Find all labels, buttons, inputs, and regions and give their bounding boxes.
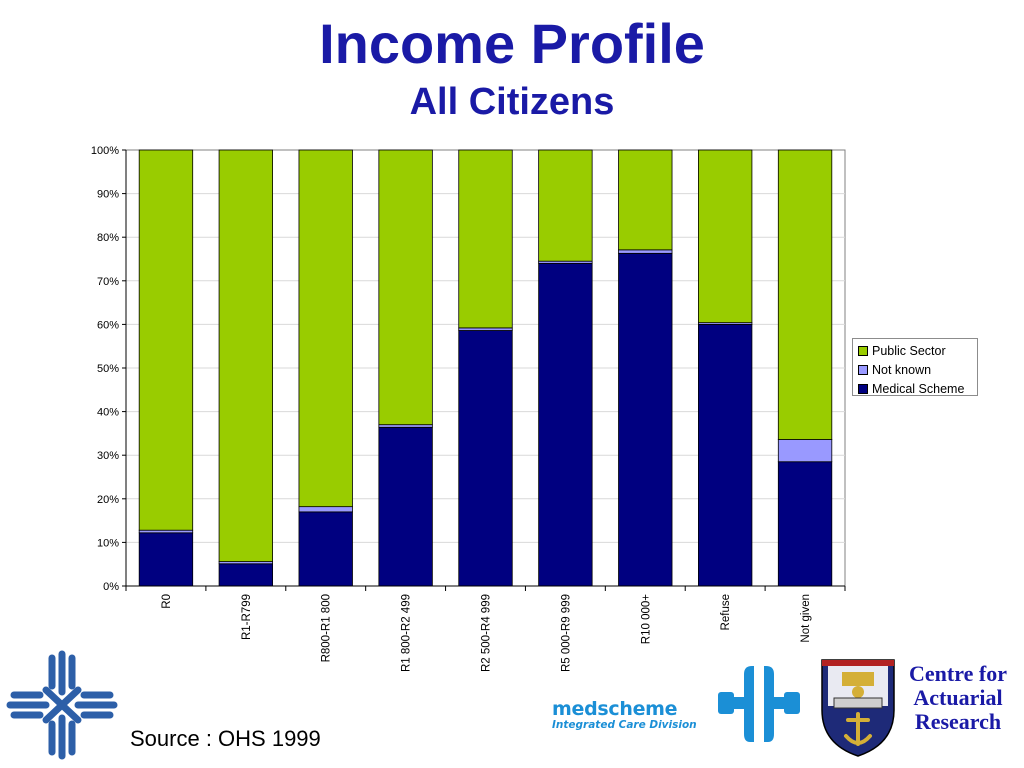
bar-public-sector-r1-r799 xyxy=(218,149,273,562)
y-tick-label: 10% xyxy=(97,537,119,549)
bar-not-known-r800-r1-800 xyxy=(298,506,353,513)
car-logo-text: Centre for Actuarial Research xyxy=(896,662,1020,734)
x-tick-label: R1 800-R2 499 xyxy=(401,594,413,672)
car-line-1: Centre for xyxy=(909,661,1007,686)
chart-legend: Public Sector Not known Medical Scheme xyxy=(852,338,978,396)
legend-item-medical-scheme: Medical Scheme xyxy=(858,379,977,398)
y-tick-label: 80% xyxy=(97,232,119,244)
medscheme-logo-icon: medscheme Integrated Care Division xyxy=(552,698,697,731)
y-tick-label: 30% xyxy=(97,450,119,462)
x-tick-label: R0 xyxy=(161,594,173,609)
bar-medical-scheme-not-given xyxy=(777,461,833,587)
bar-public-sector-r1-800-r2-499 xyxy=(378,149,433,426)
bar-public-sector-r0 xyxy=(138,149,194,531)
y-tick-label: 100% xyxy=(91,145,119,157)
medscheme-division: Integrated Care Division xyxy=(552,719,697,731)
page-subtitle: All Citizens xyxy=(409,81,615,123)
y-tick-label: 60% xyxy=(97,319,119,331)
legend-label-public-sector: Public Sector xyxy=(872,343,946,358)
x-tick-label: R10 000+ xyxy=(640,594,652,644)
university-crest-icon xyxy=(821,659,895,757)
y-tick-label: 20% xyxy=(97,494,119,506)
y-tick-label: 50% xyxy=(97,363,119,375)
x-tick-label: R800-R1 800 xyxy=(321,594,333,662)
x-tick-label: R5 000-R9 999 xyxy=(560,594,572,672)
legend-item-not-known: Not known xyxy=(858,360,977,379)
bar-medical-scheme-r5-000-r9-999 xyxy=(538,262,593,587)
legend-label-medical-scheme: Medical Scheme xyxy=(872,381,965,396)
medscheme-wordmark: medscheme xyxy=(552,698,678,720)
page-title: Income Profile xyxy=(319,12,705,75)
bar-medical-scheme-r0 xyxy=(138,532,194,587)
y-tick-label: 90% xyxy=(97,189,119,201)
bar-public-sector-r5-000-r9-999 xyxy=(538,149,593,262)
bar-not-known-r10-000 xyxy=(618,249,673,254)
y-tick-label: 70% xyxy=(97,276,119,288)
x-tick-label: R1-R799 xyxy=(241,594,253,640)
bar-medical-scheme-r1-r799 xyxy=(218,563,273,587)
bar-not-known-not-given xyxy=(777,439,833,463)
car-line-3: Research xyxy=(914,709,1002,734)
x-tick-label: Not given xyxy=(800,594,812,643)
bar-public-sector-not-given xyxy=(777,149,833,440)
legend-swatch-not-known xyxy=(858,364,868,375)
legend-swatch-medical-scheme xyxy=(858,383,868,394)
legend-item-public-sector: Public Sector xyxy=(858,341,977,360)
car-line-2: Actuarial xyxy=(913,685,1003,710)
bar-public-sector-r10-000 xyxy=(618,149,673,251)
x-tick-label: Refuse xyxy=(720,594,732,630)
axes: 0% 10% 20% 30% 40% 50% 60% 70% 80% 90% 100% R0 R1-R7… xyxy=(91,145,846,672)
bar-medical-scheme-refuse xyxy=(698,323,753,587)
bar-medical-scheme-r800-r1-800 xyxy=(298,511,353,587)
bar-medical-scheme-r10-000 xyxy=(618,252,673,587)
source-note: Source : OHS 1999 xyxy=(130,726,321,751)
bar-public-sector-r800-r1-800 xyxy=(298,149,353,508)
bars xyxy=(138,149,833,587)
bar-public-sector-r2-500-r4-999 xyxy=(458,149,513,329)
y-tick-label: 40% xyxy=(97,407,119,419)
bar-medical-scheme-r1-800-r2-499 xyxy=(378,426,433,587)
x-tick-label: R2 500-R4 999 xyxy=(481,594,493,672)
bar-public-sector-refuse xyxy=(698,149,753,324)
legend-label-not-known: Not known xyxy=(872,362,932,377)
mh-logo-icon xyxy=(718,666,800,742)
y-tick-label: 0% xyxy=(103,581,119,593)
bar-medical-scheme-r2-500-r4-999 xyxy=(458,330,513,587)
cross-network-logo-icon xyxy=(6,650,118,760)
legend-swatch-public-sector xyxy=(858,345,868,356)
stacked-bar-chart: 0% 10% 20% 30% 40% 50% 60% 70% 80% 90% 100% R0 R1-R7… xyxy=(91,145,846,672)
